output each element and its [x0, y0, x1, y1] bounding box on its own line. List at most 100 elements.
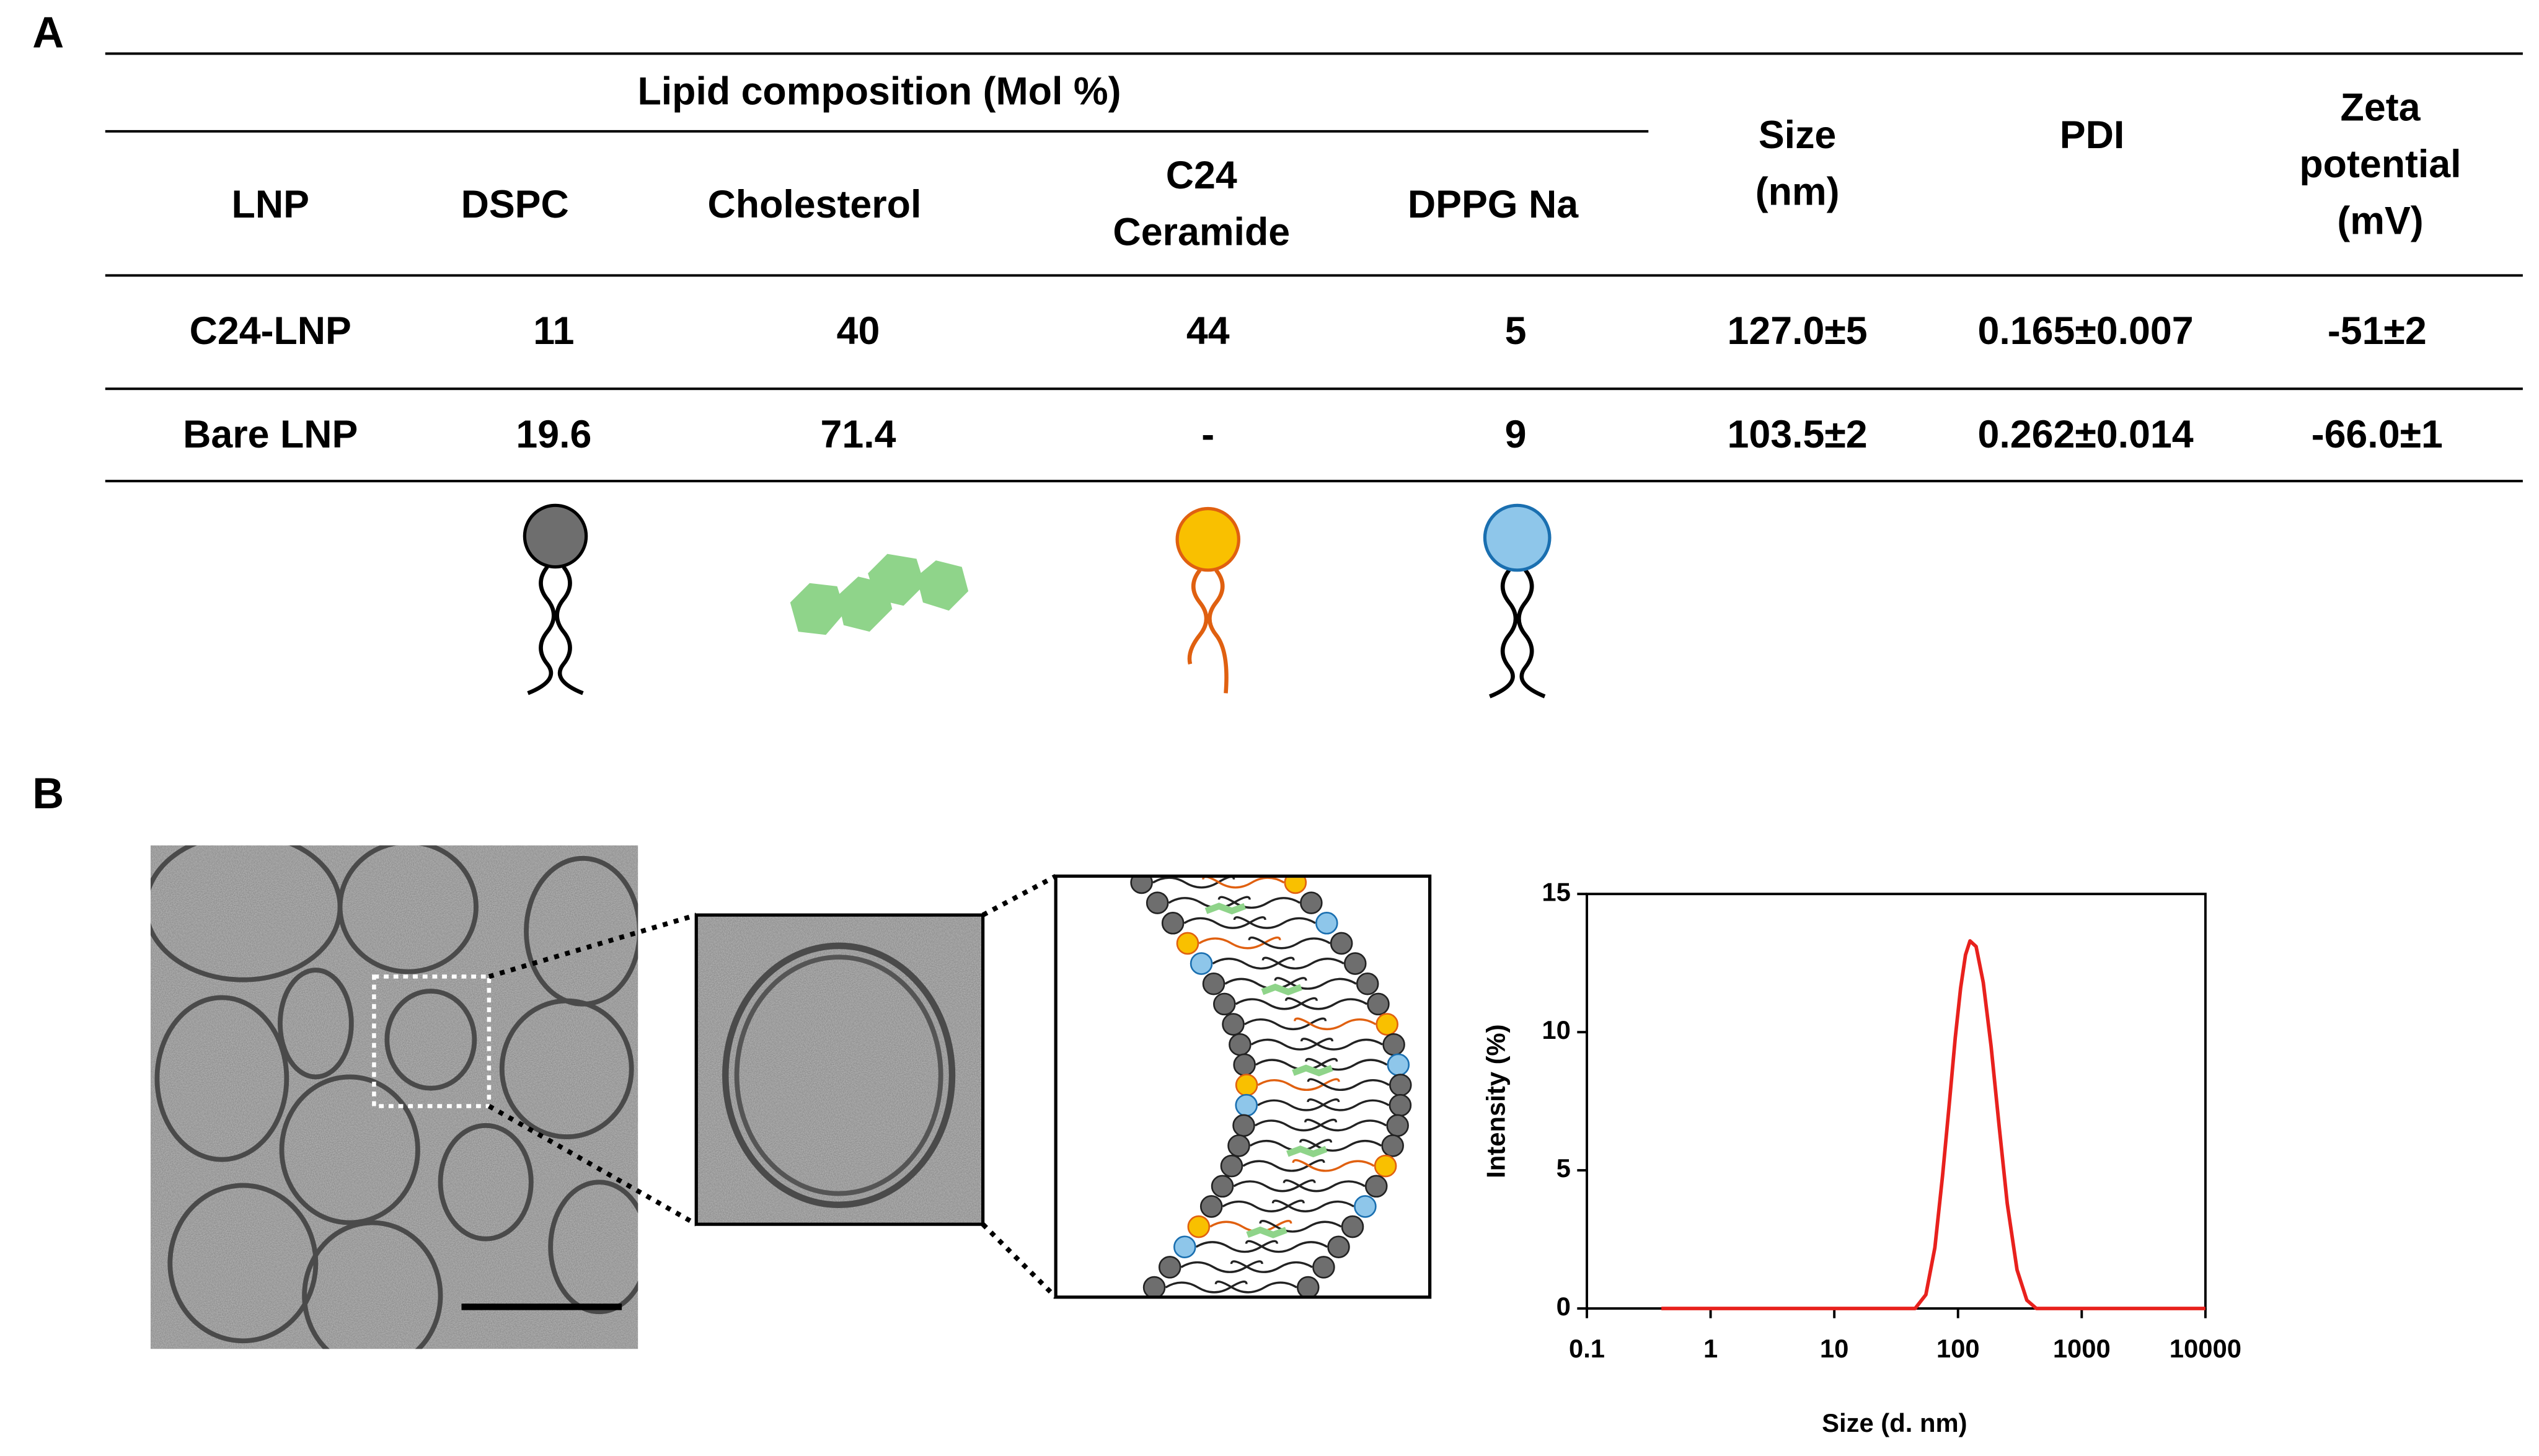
lipid-head: [1354, 1195, 1377, 1218]
lipid-tail: [1202, 878, 1285, 889]
lipid-head: [1375, 1013, 1398, 1036]
lipid-icons: [523, 503, 1552, 699]
lipid-tail: [1214, 1280, 1297, 1294]
table-cell: 19.6: [516, 413, 591, 456]
membrane-diagram: [1130, 878, 1412, 1318]
lipid-tail: [1261, 956, 1345, 970]
lipid-head: [1374, 1154, 1397, 1178]
lipid-head: [1327, 1235, 1350, 1259]
lipid-tail: [1150, 1302, 1231, 1312]
column-header: (mV): [2337, 199, 2423, 242]
lipid-head: [1222, 1013, 1245, 1036]
dspc-head: [523, 503, 588, 569]
column-header: PDI: [2060, 113, 2125, 157]
membrane-frame: [1054, 874, 1432, 1299]
lipid-head: [1232, 1114, 1255, 1137]
lipid-tail: [1307, 1098, 1390, 1111]
lipid-head: [1341, 1215, 1364, 1238]
size-distribution-chart: Size (d. nm) Intensity (%) 0 5 10 15 0.1 1 10 1…: [1481, 877, 2241, 1437]
cholesterol: [1204, 902, 1247, 915]
table-cell: -66.0±1: [2312, 413, 2443, 456]
lipid-head: [1190, 952, 1213, 975]
lipid-head: [1176, 932, 1199, 955]
cholesterol: [1286, 1145, 1328, 1158]
y-axis-label: Intensity (%): [1481, 1024, 1510, 1178]
cholesterol: [1292, 1064, 1333, 1077]
lipid-head: [1161, 911, 1185, 935]
zoom-region: [372, 974, 492, 1108]
lipid-tail: [1257, 1078, 1340, 1092]
column-header: DPPG Na: [1408, 183, 1579, 226]
lipid-head: [1386, 1114, 1409, 1137]
row-header: C24-LNP: [190, 309, 351, 353]
lipid-tail: [1305, 1057, 1388, 1071]
table-cell: 0.262±0.014: [1977, 413, 2193, 456]
lipid-head: [1158, 1256, 1181, 1279]
cholesterol: [1246, 1226, 1287, 1238]
table-cell: 5: [1505, 309, 1527, 353]
lipid-head: [1356, 972, 1379, 995]
lipid-head: [1315, 911, 1338, 935]
lipid-tail: [1222, 1199, 1305, 1212]
table-cell: 9: [1505, 413, 1527, 456]
lipid-head: [1282, 1297, 1303, 1318]
column-header: Zeta: [2341, 86, 2421, 129]
table-cell: 11: [533, 309, 574, 353]
data-line: [1661, 939, 2206, 1310]
x-tick-label: 10: [1820, 1334, 1848, 1363]
column-header: Size: [1759, 113, 1836, 157]
lipid-head: [1235, 1074, 1258, 1096]
lipid-tail: [1183, 916, 1266, 929]
lipid-head: [1220, 1154, 1243, 1178]
lipid-tail: [1200, 1302, 1281, 1312]
lipid-head: [1381, 1134, 1404, 1157]
ceramide-head: [1175, 506, 1240, 572]
lipid-head: [1235, 1093, 1258, 1117]
column-header: Cholesterol: [708, 183, 922, 226]
cryo-em-image: [150, 845, 638, 1349]
lipid-tail: [1292, 1159, 1375, 1172]
lipid-tail: [1165, 1280, 1248, 1294]
column-header: C24: [1166, 154, 1237, 197]
lipid-tail: [1271, 1199, 1354, 1212]
lipid-head: [1382, 1033, 1405, 1056]
lipid-head: [1284, 878, 1307, 894]
lipid-tail: [1274, 977, 1357, 990]
lipid-head: [1229, 1033, 1252, 1056]
lipid-head: [1312, 1256, 1335, 1279]
x-axis-label: Size (d. nm): [1822, 1408, 1967, 1437]
lipid-head: [1389, 1074, 1412, 1096]
zoom-image: [694, 913, 985, 1226]
table: LNP DSPC Cholesterol C24 Ceramide DPPG Na Size…: [183, 86, 2461, 456]
cholesterol: [1187, 1311, 1226, 1316]
lipid-head: [1330, 932, 1353, 955]
dppg-tails: [1489, 568, 1546, 699]
cholesterol: [790, 554, 969, 635]
lipid-tail: [1299, 1139, 1382, 1152]
row-header: Bare LNP: [183, 413, 358, 456]
cholesterol: [1261, 983, 1302, 995]
lipid-tail: [1254, 1118, 1338, 1132]
column-header: (nm): [1755, 170, 1840, 213]
table-cell: 0.165±0.007: [1977, 309, 2193, 353]
column-header: Ceramide: [1113, 211, 1290, 254]
lipid-head: [1364, 1175, 1388, 1198]
lipid-head: [1389, 1093, 1412, 1117]
lipid-head: [1211, 1175, 1234, 1198]
table-cell: 127.0±5: [1728, 309, 1868, 353]
lipid-tail: [1233, 916, 1316, 929]
lipid-head: [1142, 1276, 1166, 1296]
column-header: potential: [2299, 143, 2461, 186]
lipid-tail: [1250, 1038, 1333, 1051]
lipid-tail: [1294, 1017, 1377, 1031]
lipid-tail: [1230, 1260, 1313, 1273]
lipid-tail: [1242, 1159, 1325, 1172]
vesicles: [150, 845, 638, 1349]
table-cell: 40: [837, 309, 880, 353]
lipid-tail: [1259, 1219, 1342, 1233]
lipid-tail: [1235, 997, 1318, 1010]
lipid-tail: [1284, 997, 1368, 1010]
y-tick-label: 15: [1542, 877, 1570, 906]
lipid-tail: [1243, 1017, 1327, 1031]
